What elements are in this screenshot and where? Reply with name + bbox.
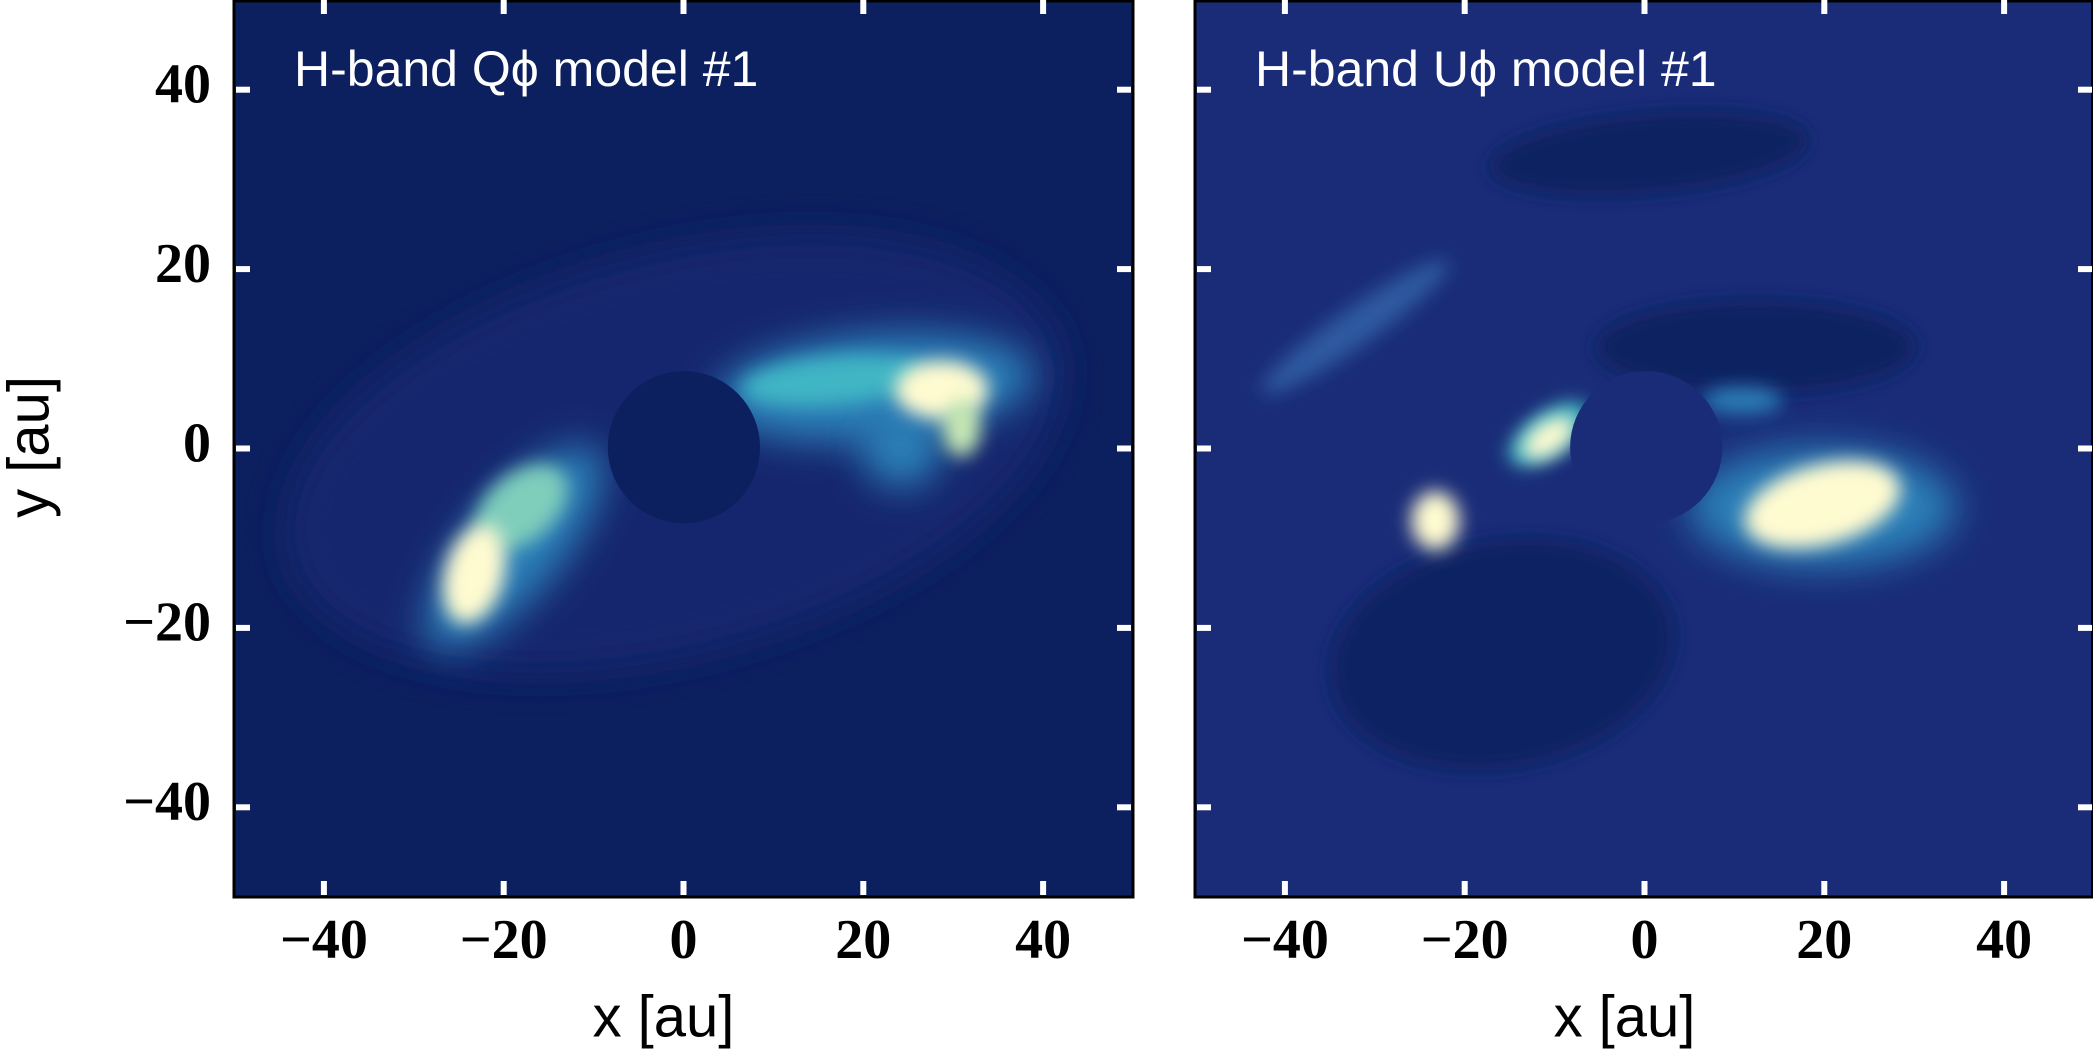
x-tick-label: 20: [835, 909, 891, 971]
x-tick-label: 40: [1015, 909, 1071, 971]
y-tick-label: 20: [155, 233, 211, 295]
x-tick-label: 0: [670, 909, 698, 971]
y-tick-label: −20: [123, 592, 211, 654]
x-axis-label: x [au]: [593, 984, 735, 1049]
y-tick-label: 0: [183, 412, 211, 474]
x-axis-label: x [au]: [1554, 984, 1696, 1049]
image-right: [1195, 0, 2093, 898]
x-tick-label: −20: [460, 909, 548, 971]
x-tick-label: 40: [1976, 909, 2032, 971]
x-tick-label: −40: [1241, 909, 1329, 971]
image-left: [234, 0, 1134, 898]
y-tick-label: 40: [155, 54, 211, 116]
x-tick-label: 0: [1631, 909, 1659, 971]
x-tick-label: −20: [1421, 909, 1509, 971]
y-tick-label: −40: [123, 771, 211, 833]
x-tick-label: 20: [1796, 909, 1852, 971]
panel-title: H-band Qϕ model #1: [294, 41, 758, 97]
panel-title: H-band Uϕ model #1: [1255, 41, 1717, 97]
y-axis-label: y [au]: [0, 376, 61, 518]
x-tick-label: −40: [280, 909, 368, 971]
